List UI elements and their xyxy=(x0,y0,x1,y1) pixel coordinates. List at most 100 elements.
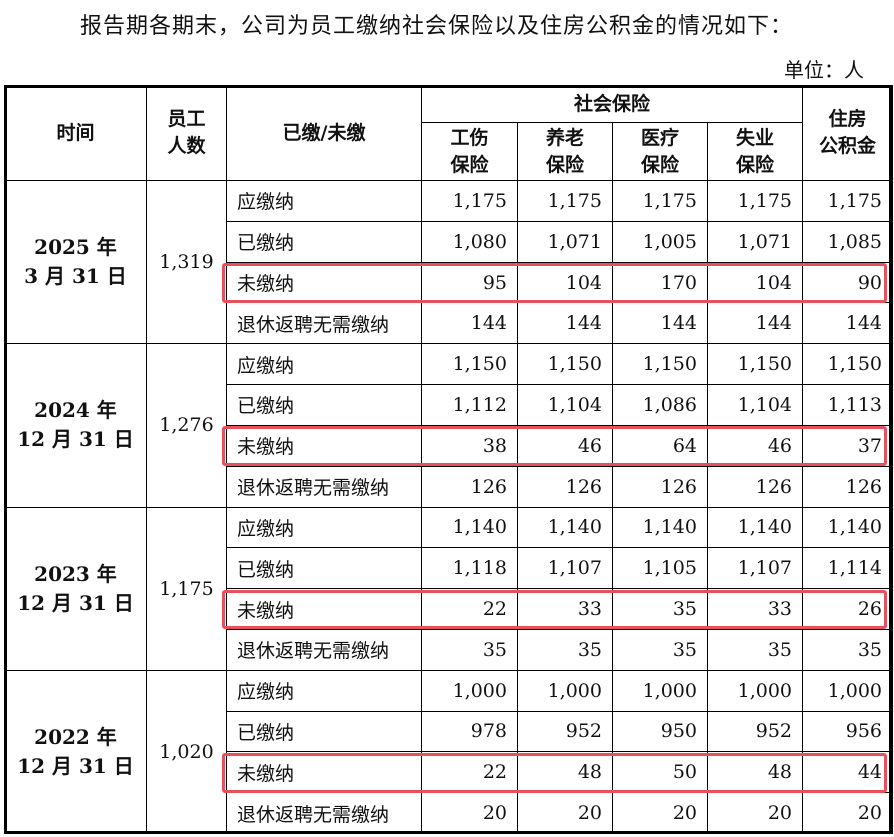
value-cell: 1,140 xyxy=(612,506,708,549)
table-row: 退休返聘无需缴纳 20 20 20 20 20 xyxy=(5,792,894,834)
row-label: 应缴纳 xyxy=(226,506,422,549)
value-cell: 1,150 xyxy=(421,343,518,386)
value-cell: 35 xyxy=(421,628,518,671)
value-cell: 952 xyxy=(517,710,613,753)
row-label: 已缴纳 xyxy=(226,384,422,426)
row-label: 退休返聘无需缴纳 xyxy=(226,792,422,834)
value-cell: 1,175 xyxy=(802,180,894,222)
header-employees-line1: 员工 xyxy=(167,108,206,130)
period-date: 12 月 31 日 xyxy=(17,427,134,452)
table-row: 已缴纳 1,112 1,104 1,086 1,104 1,113 xyxy=(5,384,894,426)
value-cell: 126 xyxy=(802,465,894,508)
table-row: 退休返聘无需缴纳 126 126 126 126 126 xyxy=(5,465,894,508)
row-label: 应缴纳 xyxy=(226,180,422,222)
value-cell: 144 xyxy=(706,302,804,345)
value-cell: 1,085 xyxy=(802,220,894,263)
value-cell: 1,140 xyxy=(706,506,804,549)
value-cell: 104 xyxy=(706,261,804,304)
header-unemployment-line1: 失业 xyxy=(736,126,775,149)
value-cell: 1,113 xyxy=(802,384,894,426)
row-label: 已缴纳 xyxy=(226,710,422,753)
value-cell: 64 xyxy=(612,424,708,467)
value-cell: 1,150 xyxy=(802,343,894,386)
header-pension-line2: 保险 xyxy=(545,153,584,176)
period-cell: 2025 年 3 月 31 日 xyxy=(4,179,147,345)
value-cell: 952 xyxy=(706,710,804,753)
value-cell: 1,140 xyxy=(802,506,894,549)
value-cell: 90 xyxy=(802,261,894,304)
value-cell: 956 xyxy=(802,710,894,753)
row-label: 退休返聘无需缴纳 xyxy=(226,465,422,508)
period-cell: 2024 年 12 月 31 日 xyxy=(4,343,147,508)
value-cell: 37 xyxy=(802,424,894,467)
value-cell: 1,000 xyxy=(802,669,894,712)
period-year: 2025 年 xyxy=(34,235,117,260)
value-cell: 1,112 xyxy=(421,384,518,426)
header-injury-line2: 保险 xyxy=(450,153,489,176)
value-cell: 1,107 xyxy=(517,547,613,590)
value-cell: 1,175 xyxy=(517,180,613,222)
value-cell: 1,175 xyxy=(706,180,804,222)
value-cell: 126 xyxy=(612,465,708,508)
table-row: 2024 年 12 月 31 日 1,276 应缴纳 1,150 1,150 1,150 1,… xyxy=(4,343,894,508)
value-cell: 1,107 xyxy=(706,547,804,590)
value-cell: 126 xyxy=(421,465,518,508)
value-cell: 95 xyxy=(421,261,518,304)
value-cell: 1,104 xyxy=(706,384,804,426)
value-cell: 126 xyxy=(706,465,804,508)
header-injury-line1: 工伤 xyxy=(450,126,489,149)
header-unemployment: 失业 保险 xyxy=(706,122,804,181)
table-row: 未缴纳 22 33 35 33 26 xyxy=(5,588,894,630)
value-cell: 44 xyxy=(802,751,894,794)
value-cell: 1,104 xyxy=(517,384,613,426)
value-cell: 1,175 xyxy=(612,180,708,222)
value-cell: 20 xyxy=(517,792,613,834)
value-cell: 35 xyxy=(612,628,708,671)
header-housing-fund: 住房 公积金 xyxy=(802,85,894,181)
period-date: 3 月 31 日 xyxy=(24,264,127,289)
value-cell: 1,150 xyxy=(612,343,708,386)
header-medical-line2: 保险 xyxy=(640,153,679,176)
period-year: 2022 年 xyxy=(34,724,117,749)
value-cell: 1,000 xyxy=(421,669,518,712)
value-cell: 1,140 xyxy=(421,506,518,549)
value-cell: 20 xyxy=(802,792,894,834)
header-employees: 员工 人数 xyxy=(146,85,227,181)
row-label: 已缴纳 xyxy=(226,220,422,263)
unit-label: 单位：人 xyxy=(784,58,864,82)
row-label: 退休返聘无需缴纳 xyxy=(226,302,422,345)
insurance-table: 时间 员工 人数 已缴/未缴 社会保险 住房 公积金 工伤 保险 养老 保险 医… xyxy=(4,85,894,835)
header-medical: 医疗 保险 xyxy=(612,122,708,181)
header-medical-line1: 医疗 xyxy=(640,126,679,149)
value-cell: 1,118 xyxy=(421,547,518,590)
value-cell: 33 xyxy=(706,588,804,630)
header-unemployment-line2: 保险 xyxy=(736,153,775,176)
table-row: 已缴纳 1,118 1,107 1,105 1,107 1,114 xyxy=(5,547,894,590)
value-cell: 1,071 xyxy=(706,220,804,263)
value-cell: 1,005 xyxy=(612,220,708,263)
period-year: 2023 年 xyxy=(34,561,117,586)
header-social-insurance: 社会保险 xyxy=(420,85,804,123)
value-cell: 144 xyxy=(421,302,518,345)
table-row: 已缴纳 1,080 1,071 1,005 1,071 1,085 xyxy=(5,220,894,263)
header-pension-line1: 养老 xyxy=(545,126,584,149)
value-cell: 20 xyxy=(706,792,804,834)
value-cell: 1,150 xyxy=(706,343,804,386)
value-cell: 1,086 xyxy=(612,384,708,426)
row-label: 未缴纳 xyxy=(226,751,422,794)
period-year: 2024 年 xyxy=(34,398,117,423)
row-label: 应缴纳 xyxy=(226,343,422,386)
employee-count: 1,319 xyxy=(146,179,227,345)
value-cell: 1,071 xyxy=(517,220,613,263)
value-cell: 144 xyxy=(612,302,708,345)
header-pension: 养老 保险 xyxy=(517,122,613,181)
value-cell: 978 xyxy=(421,710,518,753)
value-cell: 1,000 xyxy=(517,669,613,712)
table-row: 未缴纳 22 48 50 48 44 xyxy=(5,751,894,794)
employee-count: 1,276 xyxy=(146,343,227,508)
value-cell: 35 xyxy=(802,628,894,671)
value-cell: 1,114 xyxy=(802,547,894,590)
row-label: 已缴纳 xyxy=(226,547,422,590)
table-row: 未缴纳 95 104 170 104 90 xyxy=(5,261,894,304)
